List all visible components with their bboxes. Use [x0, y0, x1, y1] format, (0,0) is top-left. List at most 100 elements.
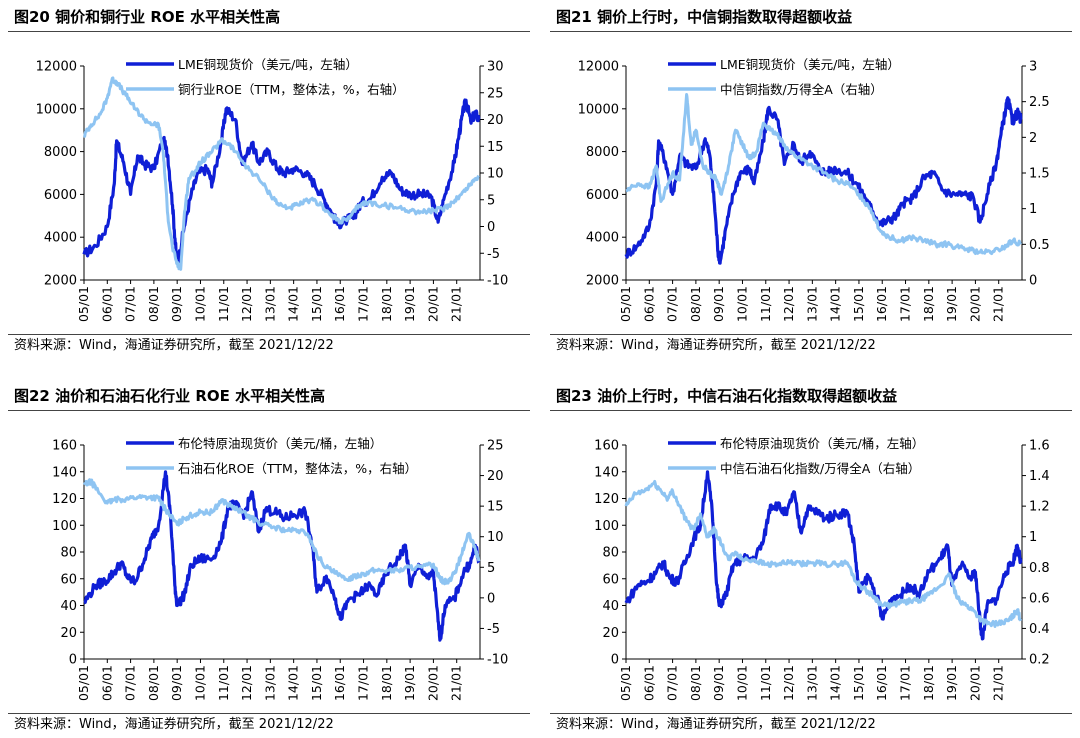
series-line-right — [625, 93, 1023, 255]
right-tick-label: 10 — [487, 530, 504, 545]
x-tick-label: 06/01 — [641, 286, 656, 322]
x-tick-label: 14/01 — [286, 286, 301, 322]
legend-label: 中信石油石化指数/万得全A（右轴） — [720, 461, 920, 476]
right-tick-label: 0 — [1029, 274, 1037, 289]
legend-label: 铜行业ROE（TTM，整体法，%，右轴） — [178, 82, 405, 97]
left-tick-label: 8000 — [586, 145, 619, 160]
x-tick-label: 12/01 — [781, 665, 796, 701]
left-tick-label: 2000 — [44, 274, 77, 289]
right-tick-label: 2.5 — [1029, 95, 1050, 110]
x-tick-label: 11/01 — [758, 286, 773, 322]
left-tick-label: 4000 — [586, 231, 619, 246]
panel-oil-index: 图23 油价上行时，中信石油石化指数取得超额收益 0 20 40 60 80 100 120… — [550, 381, 1072, 736]
right-tick-label: 0 — [487, 220, 495, 235]
series-line-left — [82, 98, 481, 264]
series-line-right — [82, 76, 481, 271]
chart-svg: 0 20 40 60 80 100 120 140 160 -10 -5 0 5 10 15 20 25 05/0… — [52, 436, 508, 701]
right-tick-label: 0.8 — [1029, 561, 1050, 576]
legend-label: 中信铜指数/万得全A（右轴） — [720, 82, 883, 97]
panel-copper-roe: 图20 铜价和铜行业 ROE 水平相关性高 2000 4000 6000 8000 10… — [8, 2, 530, 357]
left-tick-label: 40 — [60, 599, 77, 614]
left-tick-label: 160 — [594, 439, 619, 454]
left-tick-label: 80 — [60, 546, 77, 561]
x-tick-label: 13/01 — [262, 665, 277, 701]
x-tick-label: 09/01 — [169, 665, 184, 701]
x-tick-label: 13/01 — [262, 286, 277, 322]
x-tick-label: 15/01 — [309, 665, 324, 701]
x-tick-label: 20/01 — [425, 286, 440, 322]
left-tick-label: 160 — [52, 439, 77, 454]
x-tick-label: 05/01 — [76, 286, 91, 322]
right-tick-label: 0.5 — [1029, 238, 1050, 253]
right-tick-label: -5 — [487, 247, 500, 262]
x-tick-label: 18/01 — [379, 286, 394, 322]
right-tick-label: 1 — [1029, 530, 1037, 545]
source-note: 资料来源：Wind，海通证券研究所，截至 2021/12/22 — [8, 713, 530, 736]
x-tick-label: 17/01 — [356, 665, 371, 701]
legend-label: LME铜现货价（美元/吨，左轴） — [178, 57, 358, 72]
x-tick-label: 09/01 — [711, 665, 726, 701]
series-line-left — [624, 96, 1023, 265]
x-tick-label: 17/01 — [356, 286, 371, 322]
left-tick-label: 20 — [602, 626, 619, 641]
x-tick-label: 16/01 — [332, 286, 347, 322]
x-tick-label: 19/01 — [944, 665, 959, 701]
right-tick-label: 15 — [487, 500, 504, 515]
left-tick-label: 80 — [602, 546, 619, 561]
x-tick-label: 21/01 — [449, 286, 464, 322]
left-tick-label: 100 — [52, 519, 77, 534]
series-line-left — [624, 470, 1023, 641]
x-tick-label: 19/01 — [402, 665, 417, 701]
panel-copper-index: 图21 铜价上行时，中信铜指数取得超额收益 2000 4000 6000 8000 10… — [550, 2, 1072, 357]
x-tick-label: 12/01 — [781, 286, 796, 322]
x-tick-label: 06/01 — [99, 286, 114, 322]
left-tick-label: 140 — [594, 465, 619, 480]
panel-oil-roe: 图22 油价和石油石化行业 ROE 水平相关性高 0 20 40 60 80 100 120… — [8, 381, 530, 736]
x-tick-label: 15/01 — [309, 286, 324, 322]
x-tick-label: 20/01 — [425, 665, 440, 701]
source-note: 资料来源：Wind，海通证券研究所，截至 2021/12/22 — [8, 334, 530, 357]
x-tick-label: 10/01 — [734, 286, 749, 322]
series-line-left — [83, 470, 481, 642]
x-tick-label: 14/01 — [286, 665, 301, 701]
x-tick-label: 06/01 — [641, 665, 656, 701]
x-tick-label: 10/01 — [192, 665, 207, 701]
right-tick-label: 1.6 — [1029, 439, 1050, 454]
x-tick-label: 20/01 — [967, 286, 982, 322]
x-tick-label: 18/01 — [921, 286, 936, 322]
left-tick-label: 60 — [602, 572, 619, 587]
x-tick-label: 07/01 — [665, 665, 680, 701]
x-tick-label: 16/01 — [874, 286, 889, 322]
legend-label: 布伦特原油现货价（美元/桶，左轴） — [178, 436, 382, 451]
x-tick-label: 18/01 — [921, 665, 936, 701]
x-tick-label: 13/01 — [804, 665, 819, 701]
legend-label: 布伦特原油现货价（美元/桶，左轴） — [720, 436, 924, 451]
x-tick-label: 13/01 — [804, 286, 819, 322]
x-tick-label: 18/01 — [379, 665, 394, 701]
x-tick-label: 16/01 — [874, 665, 889, 701]
right-tick-label: 1.5 — [1029, 167, 1050, 182]
right-tick-label: 20 — [487, 113, 504, 128]
chart-title: 图22 油价和石油石化行业 ROE 水平相关性高 — [8, 381, 530, 411]
legend-label: LME铜现货价（美元/吨，左轴） — [720, 57, 900, 72]
left-tick-label: 0 — [611, 653, 619, 668]
x-tick-label: 19/01 — [944, 286, 959, 322]
x-tick-label: 10/01 — [734, 665, 749, 701]
x-tick-label: 11/01 — [216, 665, 231, 701]
left-tick-label: 40 — [602, 599, 619, 614]
chart-title: 图23 油价上行时，中信石油石化指数取得超额收益 — [550, 381, 1072, 411]
x-tick-label: 21/01 — [991, 286, 1006, 322]
right-tick-label: 5 — [487, 193, 495, 208]
right-tick-label: 25 — [487, 86, 504, 101]
x-tick-label: 11/01 — [216, 286, 231, 322]
right-tick-label: 1.2 — [1029, 500, 1050, 515]
left-tick-label: 10000 — [578, 102, 619, 117]
x-tick-label: 12/01 — [239, 286, 254, 322]
left-tick-label: 4000 — [44, 231, 77, 246]
left-tick-label: 6000 — [586, 188, 619, 203]
x-tick-label: 09/01 — [711, 286, 726, 322]
x-tick-label: 20/01 — [967, 665, 982, 701]
x-tick-label: 17/01 — [898, 286, 913, 322]
left-tick-label: 2000 — [586, 274, 619, 289]
right-tick-label: 2 — [1029, 131, 1037, 146]
